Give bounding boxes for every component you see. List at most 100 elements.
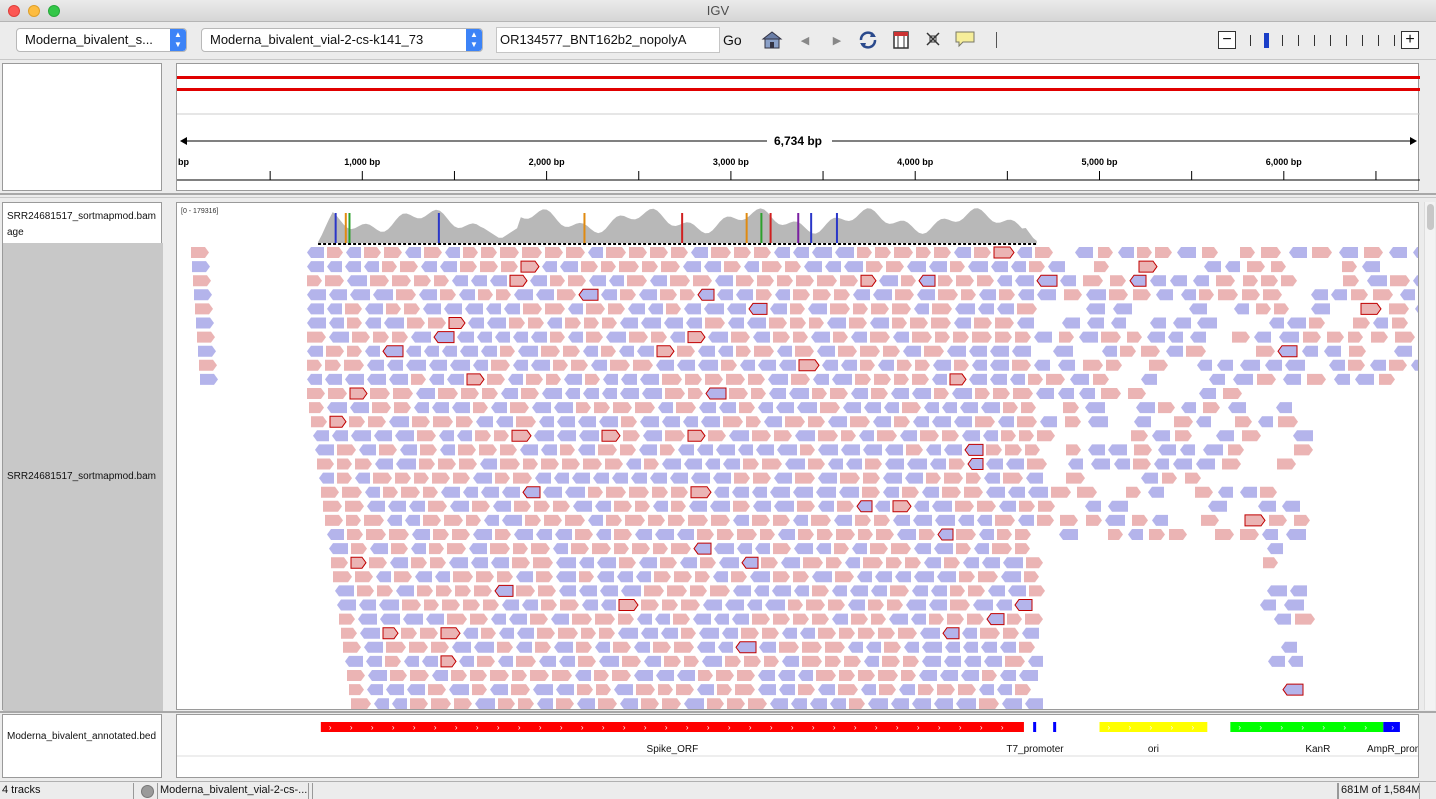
aligned-read[interactable] [1138,260,1158,273]
aligned-read[interactable] [687,429,706,442]
aligned-read[interactable] [493,500,511,512]
zoom-tick[interactable] [1362,35,1363,46]
aligned-read[interactable] [1051,486,1071,498]
aligned-read[interactable] [452,402,470,414]
aligned-read[interactable] [644,585,664,597]
aligned-read[interactable] [1216,275,1235,287]
aligned-read[interactable] [859,430,874,442]
aligned-read[interactable] [765,599,785,611]
aligned-read[interactable] [774,430,792,442]
status-memory[interactable]: 681M of 1,584M [1338,783,1420,799]
aligned-read[interactable] [736,345,751,357]
aligned-read[interactable] [424,599,439,611]
aligned-read[interactable] [1190,331,1206,343]
aligned-read[interactable] [676,402,696,414]
aligned-read[interactable] [1289,247,1307,258]
aligned-read[interactable] [904,641,919,653]
aligned-read[interactable] [307,331,326,343]
aligned-read[interactable] [878,627,895,639]
aligned-read[interactable] [1166,345,1183,357]
aligned-read[interactable] [1185,472,1201,484]
aligned-read[interactable] [929,261,947,273]
aligned-read[interactable] [1257,373,1276,385]
aligned-read[interactable] [924,557,941,569]
aligned-read[interactable] [1284,599,1304,611]
aligned-read[interactable] [526,373,543,385]
aligned-read[interactable] [1339,247,1358,258]
aligned-read[interactable] [393,388,413,399]
aligned-read[interactable] [639,557,657,569]
aligned-read[interactable] [556,698,574,709]
aligned-read[interactable] [556,571,576,583]
aligned-read[interactable] [481,247,497,258]
aligned-read[interactable] [832,613,848,625]
aligned-read[interactable] [733,500,750,512]
aligned-read[interactable] [860,359,875,371]
aligned-read[interactable] [1101,388,1121,399]
aligned-read[interactable] [329,289,347,301]
aligned-read[interactable] [461,388,479,399]
aligned-read[interactable] [995,514,1015,526]
aligned-read[interactable] [599,416,618,428]
aligned-read[interactable] [926,444,941,456]
aligned-read[interactable] [777,444,797,456]
aligned-read[interactable] [344,359,364,371]
aligned-read[interactable] [631,472,647,484]
aligned-read[interactable] [729,388,748,399]
aligned-read[interactable] [372,402,391,414]
aligned-read[interactable] [1389,303,1409,315]
aligned-read[interactable] [662,416,680,428]
aligned-read[interactable] [832,373,852,385]
aligned-read[interactable] [978,303,994,315]
aligned-read[interactable] [1079,388,1095,399]
aligned-read[interactable] [915,359,930,371]
aligned-read[interactable] [863,472,880,484]
aligned-read[interactable] [355,571,373,583]
aligned-read[interactable] [1312,247,1332,258]
aligned-read[interactable] [886,261,904,273]
aligned-read[interactable] [1181,402,1196,414]
aligned-read[interactable] [599,627,615,639]
aligned-read[interactable] [919,529,935,540]
aligned-read[interactable] [571,543,589,555]
aligned-read[interactable] [565,317,581,329]
zoom-tick[interactable] [1394,35,1395,46]
aligned-read[interactable] [1133,458,1151,470]
aligned-read[interactable] [977,500,996,512]
aligned-read[interactable] [404,303,420,315]
aligned-read[interactable] [871,585,887,597]
aligned-read[interactable] [1018,514,1034,526]
aligned-read[interactable] [961,289,976,301]
aligned-read[interactable] [677,345,695,357]
aligned-read[interactable] [389,373,408,385]
aligned-read[interactable] [370,388,390,399]
aligned-read[interactable] [1199,289,1214,301]
aligned-read[interactable] [1010,373,1025,385]
aligned-read[interactable] [691,472,710,484]
aligned-read[interactable] [853,303,868,315]
aligned-read[interactable] [1274,613,1291,625]
aligned-read[interactable] [726,373,745,385]
aligned-read[interactable] [426,613,444,625]
aligned-read[interactable] [1343,275,1359,287]
aligned-read[interactable] [1247,261,1265,273]
aligned-read[interactable] [825,261,841,273]
aligned-read[interactable] [906,599,926,611]
aligned-read[interactable] [704,261,721,273]
aligned-read[interactable] [1155,247,1172,258]
aligned-read[interactable] [956,275,974,287]
aligned-read[interactable] [1015,331,1031,343]
aligned-read[interactable] [1400,289,1415,301]
aligned-read[interactable] [509,613,527,625]
aligned-read[interactable] [825,641,845,653]
aligned-read[interactable] [833,331,848,343]
aligned-read[interactable] [879,684,896,696]
aligned-read[interactable] [327,247,343,258]
maximize-window-button[interactable] [48,5,60,17]
aligned-read[interactable] [556,684,574,696]
aligned-read[interactable] [475,430,491,442]
aligned-read[interactable] [793,613,809,625]
aligned-read[interactable] [942,430,959,442]
aligned-read[interactable] [836,529,855,540]
aligned-read[interactable] [775,289,790,301]
